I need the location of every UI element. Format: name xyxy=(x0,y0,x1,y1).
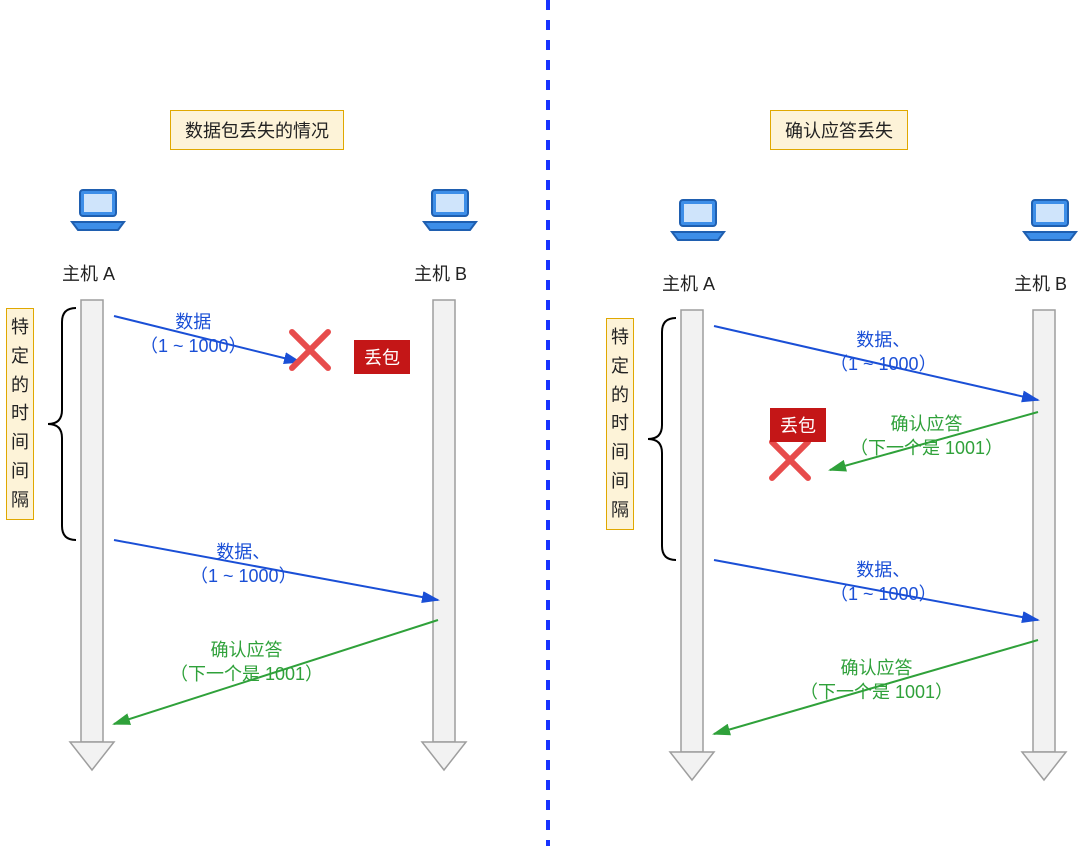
right-msg-0: 数据、（1 ~ 1000） xyxy=(830,328,937,377)
right-msg-1: 确认应答（下一个是 1001） xyxy=(850,412,1003,461)
left-msg-0: 数据（1 ~ 1000） xyxy=(140,310,247,359)
left-msg-1: 数据、（1 ~ 1000） xyxy=(190,540,297,589)
left-interval-label: 特定的时间间隔 xyxy=(6,308,34,520)
right-host-b-label: 主机 B xyxy=(1014,270,1067,296)
left-msg-2: 确认应答（下一个是 1001） xyxy=(170,638,323,687)
right-interval-label: 特定的时间间隔 xyxy=(606,318,634,530)
right-msg-3: 确认应答（下一个是 1001） xyxy=(800,656,953,705)
right-title: 确认应答丢失 xyxy=(770,110,908,150)
left-title: 数据包丢失的情况 xyxy=(170,110,344,150)
left-host-a-label: 主机 A xyxy=(62,260,115,286)
right-host-a-label: 主机 A xyxy=(662,270,715,296)
left-loss-badge: 丢包 xyxy=(354,340,410,374)
right-msg-2: 数据、（1 ~ 1000） xyxy=(830,558,937,607)
left-host-b-label: 主机 B xyxy=(414,260,467,286)
right-loss-badge: 丢包 xyxy=(770,408,826,442)
